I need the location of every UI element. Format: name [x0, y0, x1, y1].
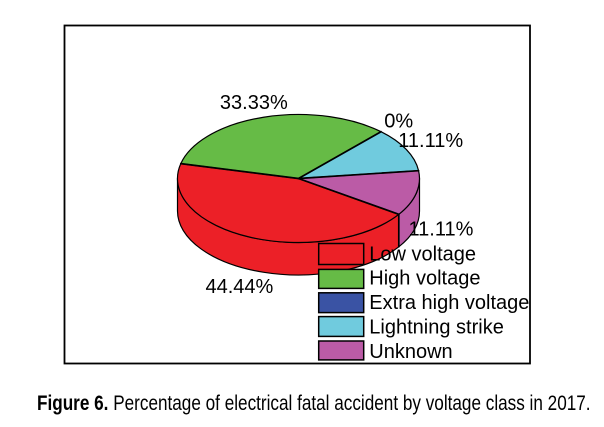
svg-text:Low voltage: Low voltage [369, 243, 476, 265]
svg-text:11.11%: 11.11% [398, 130, 463, 152]
svg-text:High voltage: High voltage [369, 268, 480, 290]
svg-text:Lightning strike: Lightning strike [369, 317, 504, 339]
svg-text:44.44%: 44.44% [206, 276, 274, 298]
svg-text:Figure 6. Percentage of electr: Figure 6. Percentage of electrical fatal… [37, 393, 591, 416]
svg-text:11.11%: 11.11% [409, 219, 474, 241]
svg-text:0%: 0% [384, 111, 413, 133]
svg-text:Extra high voltage: Extra high voltage [369, 292, 529, 314]
svg-text:Unknown: Unknown [369, 341, 452, 363]
svg-text:33.33%: 33.33% [220, 92, 288, 114]
